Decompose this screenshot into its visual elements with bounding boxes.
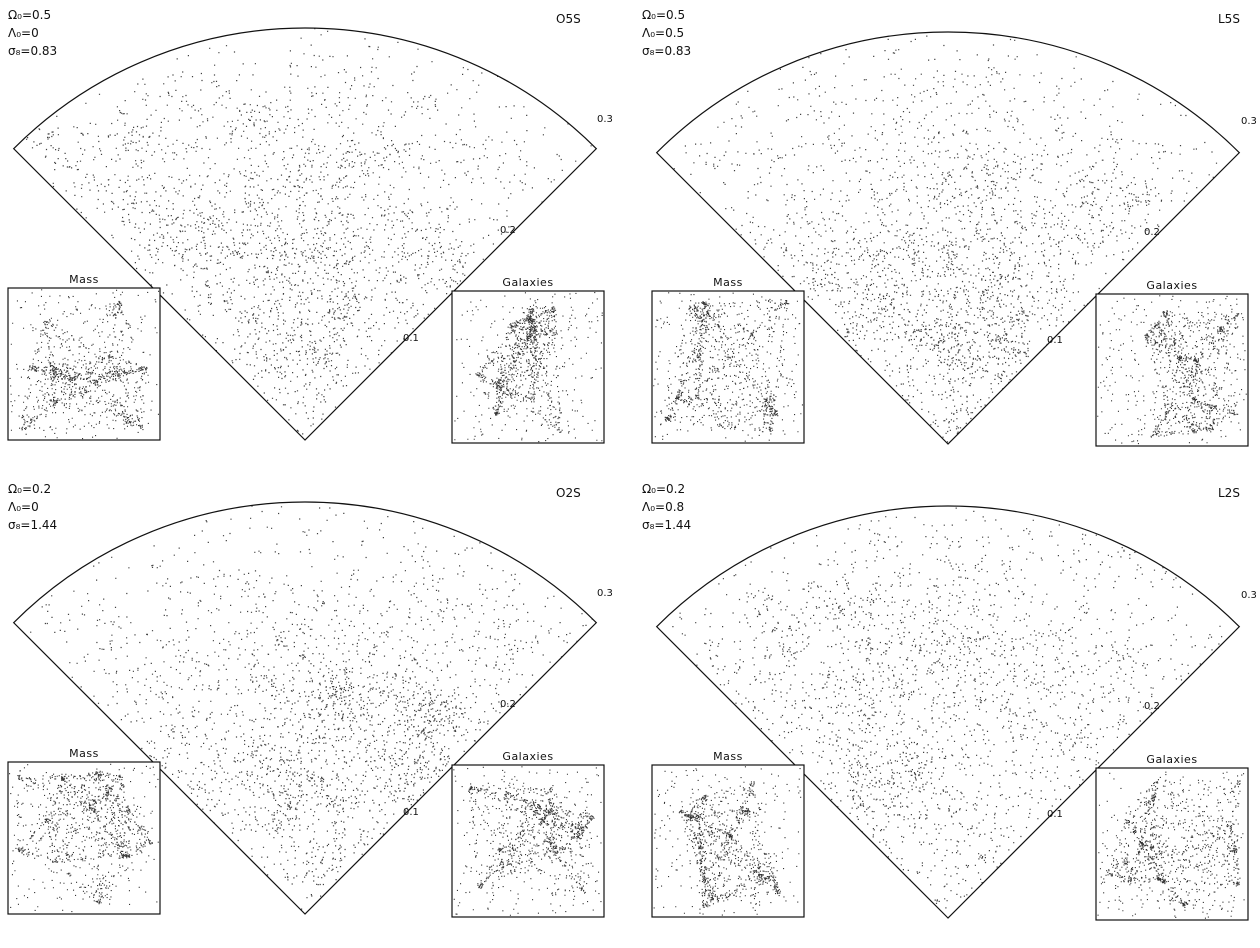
sigma-param: σ₈=0.83: [8, 44, 58, 58]
model-code: L5S: [1218, 12, 1240, 26]
ring-label-outer: 0.3: [597, 588, 613, 599]
ring-label-inner: 0.1: [1047, 809, 1063, 820]
galaxies-inset: [1095, 293, 1249, 447]
cosmology-params: Ω₀=0.2 Λ₀=0 σ₈=1.44: [8, 480, 57, 534]
inset-mass-title: Mass: [713, 276, 743, 289]
panel-o2s: Ω₀=0.2 Λ₀=0 σ₈=1.44 O2S 0.3 0.2 0.1 Mass…: [0, 474, 630, 948]
model-code: O2S: [556, 486, 581, 500]
ring-label-middle: 0.2: [1144, 227, 1160, 238]
inset-galaxies-title: Galaxies: [1146, 753, 1198, 766]
lambda-param: Λ₀=0.8: [642, 500, 685, 514]
cosmology-params: Ω₀=0.5 Λ₀=0.5 σ₈=0.83: [642, 6, 691, 60]
sigma-param: σ₈=1.44: [642, 518, 692, 532]
particle-cloud: [26, 28, 592, 435]
wedge-outline: [12, 501, 598, 915]
wedge-plot: [651, 505, 1249, 921]
model-code: L2S: [1218, 486, 1240, 500]
cosmology-params: Ω₀=0.2 Λ₀=0.8 σ₈=1.44: [642, 480, 691, 534]
inset-galaxies-title: Galaxies: [502, 276, 554, 289]
panel-o5s: Ω₀=0.5 Λ₀=0 σ₈=0.83 O5S 0.3 0.2 0.1 Mass…: [0, 0, 630, 474]
ring-label-inner: 0.1: [403, 807, 419, 818]
mass-inset: [651, 764, 805, 918]
sigma-param: σ₈=0.83: [642, 44, 692, 58]
omega-param: Ω₀=0.5: [8, 8, 52, 22]
lambda-param: Λ₀=0: [8, 500, 39, 514]
ring-label-inner: 0.1: [1047, 335, 1063, 346]
panel-l2s: Ω₀=0.2 Λ₀=0.8 σ₈=1.44 L2S 0.3 0.2 0.1 Ma…: [630, 474, 1260, 948]
inset-galaxies-title: Galaxies: [502, 750, 554, 763]
wedge-outline: [655, 505, 1241, 919]
sigma-param: σ₈=1.44: [8, 518, 58, 532]
wedge-plot: [7, 501, 605, 918]
ring-label-middle: 0.2: [1144, 701, 1160, 712]
panel-l5s: Ω₀=0.5 Λ₀=0.5 σ₈=0.83 L5S 0.3 0.2 0.1 Ma…: [630, 0, 1260, 474]
wedge-plot: [7, 27, 605, 444]
lambda-param: Λ₀=0: [8, 26, 39, 40]
ring-label-middle: 0.2: [500, 225, 516, 236]
omega-param: Ω₀=0.5: [642, 8, 686, 22]
inset-mass-title: Mass: [713, 750, 743, 763]
lambda-param: Λ₀=0.5: [642, 26, 685, 40]
inset-galaxies-title: Galaxies: [1146, 279, 1198, 292]
ring-label-middle: 0.2: [500, 699, 516, 710]
omega-param: Ω₀=0.2: [642, 482, 686, 496]
wedge-outline: [655, 31, 1241, 445]
ring-label-outer: 0.3: [597, 114, 613, 125]
ring-label-inner: 0.1: [403, 333, 419, 344]
omega-param: Ω₀=0.2: [8, 482, 52, 496]
mass-inset: [7, 761, 161, 915]
wedge-outline: [12, 27, 598, 441]
inset-mass-title: Mass: [69, 747, 99, 760]
ring-label-outer: 0.3: [1241, 116, 1257, 127]
wedge-plot: [651, 31, 1249, 447]
ring-label-outer: 0.3: [1241, 590, 1257, 601]
cosmology-params: Ω₀=0.5 Λ₀=0 σ₈=0.83: [8, 6, 57, 60]
model-code: O5S: [556, 12, 581, 26]
inset-mass-title: Mass: [69, 273, 99, 286]
